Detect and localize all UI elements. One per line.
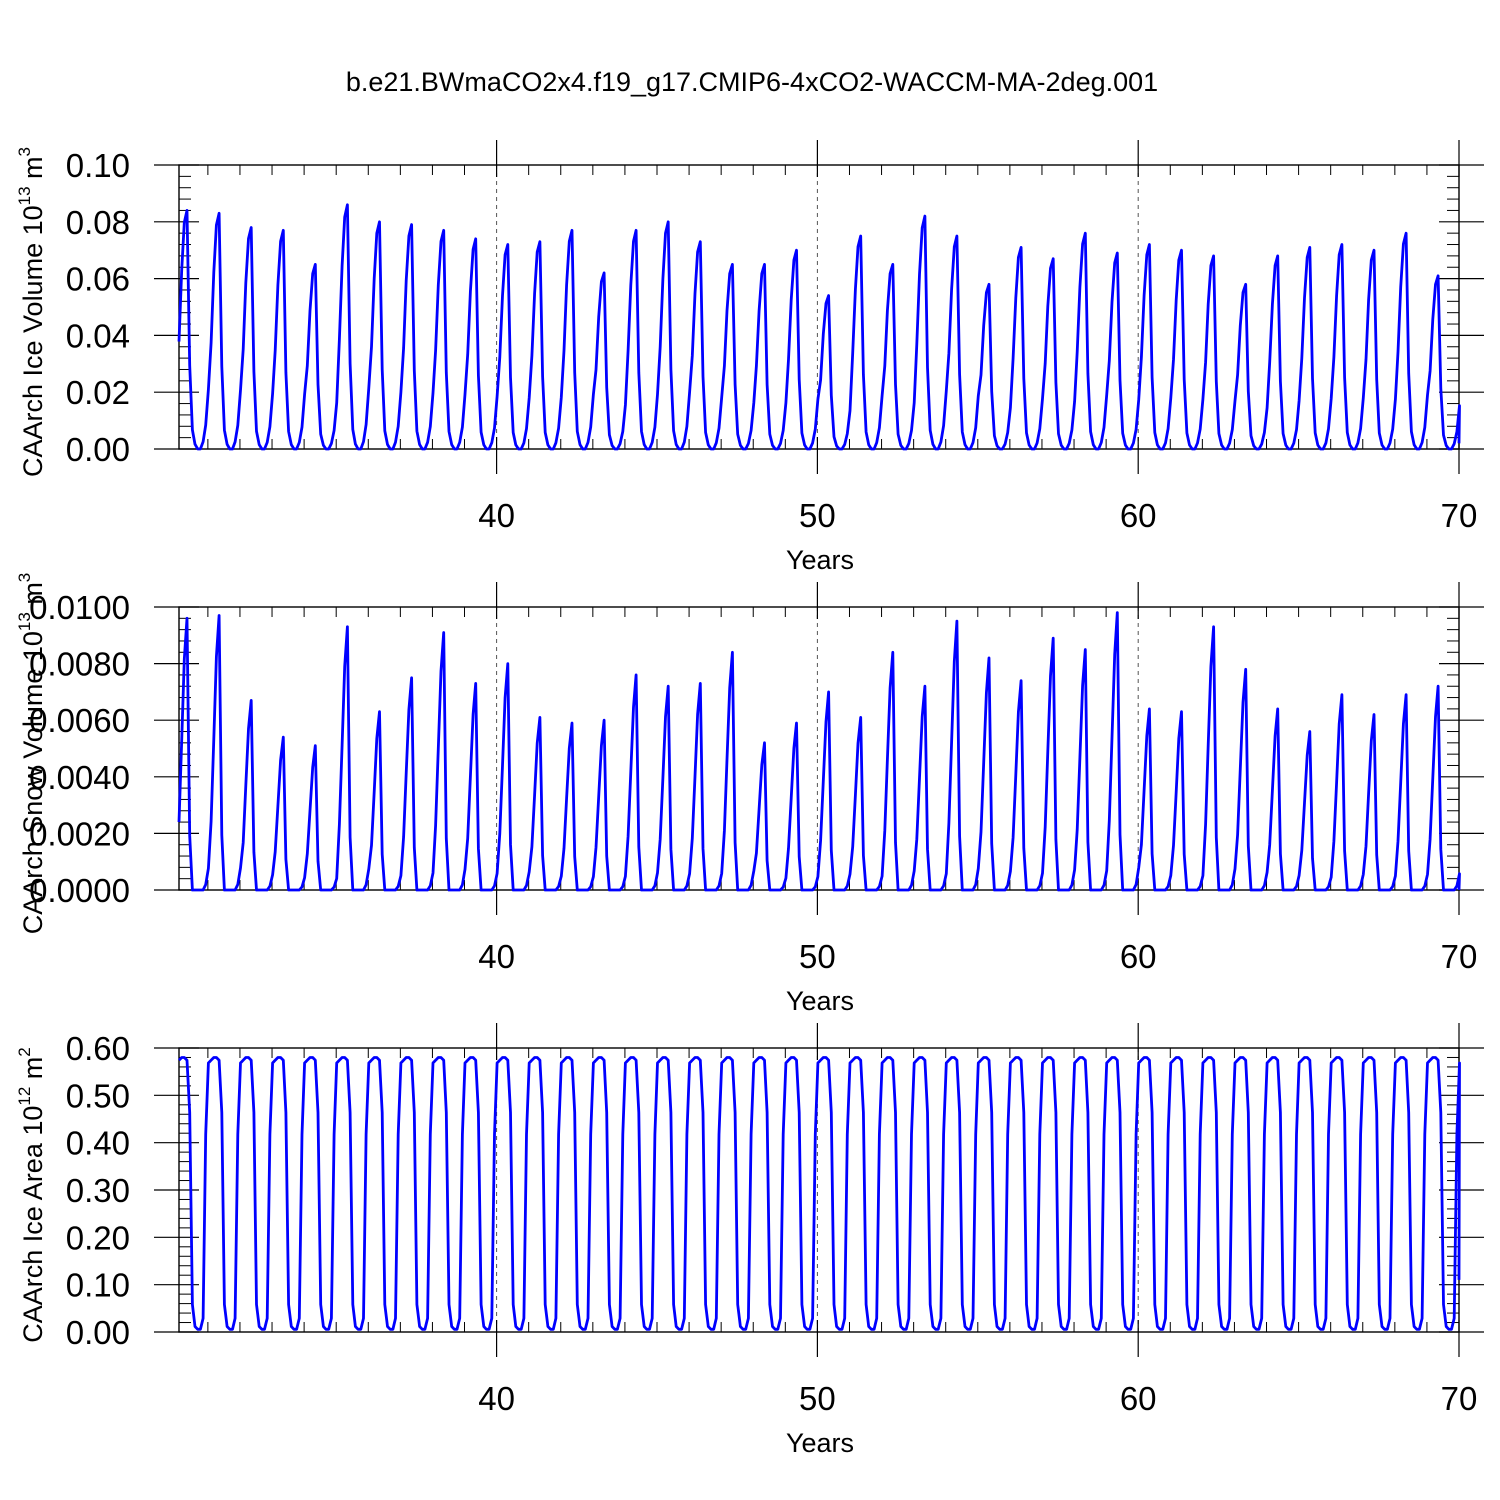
y-tick-label: 0.00 <box>66 1314 130 1351</box>
series-line <box>177 611 1461 892</box>
x-axis-label: Years <box>786 1428 854 1458</box>
y-tick-label: 0.50 <box>66 1077 130 1114</box>
y-tick-label: 0.10 <box>66 147 130 184</box>
y-tick-label: 0.0020 <box>29 815 130 852</box>
y-tick-label: 0.06 <box>66 261 130 298</box>
x-tick-label: 70 <box>1441 1380 1478 1417</box>
y-axis-label: CAArch Ice Volume 1013 m3 <box>15 147 48 477</box>
snow-volume-panel: 40 50 60 70 Years 0.0000 0.0020 0.0040 0.0060 0.0… <box>15 573 1484 1016</box>
y-axis-label: CAArch Ice Area 1012 m2 <box>15 1047 48 1343</box>
x-tick-label: 70 <box>1441 938 1478 975</box>
y-tick-label: 0.0040 <box>29 759 130 796</box>
x-tick-label: 40 <box>478 1380 515 1417</box>
y-tick-label: 0.04 <box>66 317 130 354</box>
y-tick-label: 0.0000 <box>29 872 130 909</box>
y-tick-label: 0.08 <box>66 204 130 241</box>
y-tick-label: 0.0100 <box>29 589 130 626</box>
x-tick-label: 70 <box>1441 497 1478 534</box>
y-tick-label: 0.0060 <box>29 702 130 739</box>
y-tick-label: 0.30 <box>66 1172 130 1209</box>
x-tick-label: 40 <box>478 497 515 534</box>
series-line <box>178 1056 1461 1331</box>
y-tick-label: 0.0080 <box>29 646 130 683</box>
x-tick-label: 50 <box>799 938 836 975</box>
x-tick-label: 60 <box>1120 1380 1157 1417</box>
x-axis-label: Years <box>786 986 854 1016</box>
x-tick-label: 60 <box>1120 497 1157 534</box>
x-tick-label: 40 <box>478 938 515 975</box>
chart-title: b.e21.BWmaCO2x4.f19_g17.CMIP6-4xCO2-WACC… <box>346 67 1158 97</box>
x-axis-label: Years <box>786 545 854 575</box>
y-tick-label: 0.40 <box>66 1125 130 1162</box>
ice-area-panel: 40 50 60 70 Years 0.00 0.10 0.20 0.30 0.40 0.50 0.6… <box>15 1023 1484 1458</box>
y-tick-label: 0.00 <box>66 431 130 468</box>
plot-frame <box>178 606 1460 891</box>
y-tick-label: 0.20 <box>66 1219 130 1256</box>
y-tick-label: 0.10 <box>66 1267 130 1304</box>
x-tick-label: 50 <box>799 497 836 534</box>
series-line <box>177 203 1461 451</box>
x-tick-label: 60 <box>1120 938 1157 975</box>
ice-volume-panel: 40 50 60 70 Years 0.00 0.02 0.04 0.06 0.08 0.10 CAA… <box>15 140 1484 575</box>
y-axis-label: CAArch Snow Volume 1013 m3 <box>15 573 48 935</box>
y-tick-label: 0.60 <box>66 1030 130 1067</box>
y-tick-label: 0.02 <box>66 374 130 411</box>
x-tick-label: 50 <box>799 1380 836 1417</box>
